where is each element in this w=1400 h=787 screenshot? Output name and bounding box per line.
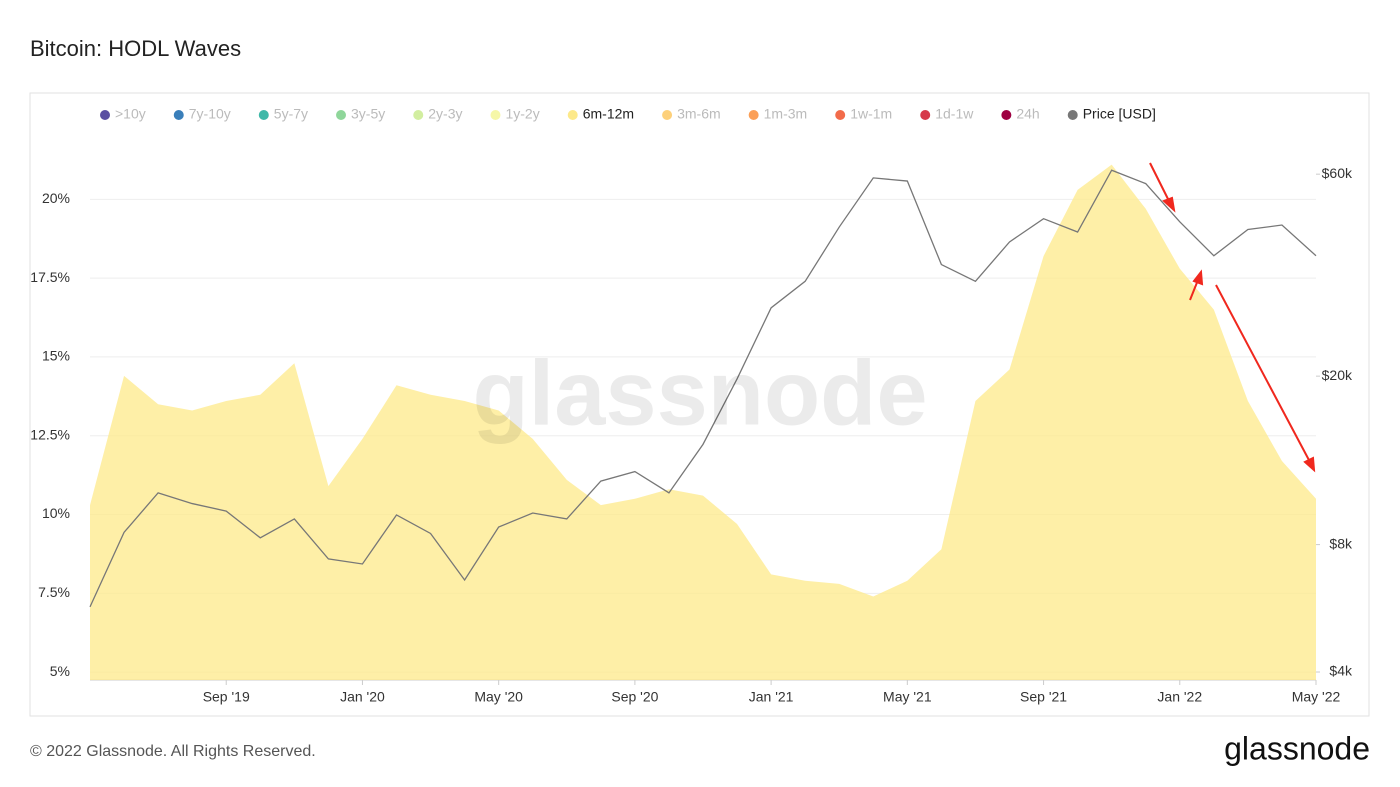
legend-label: 3y-5y (351, 106, 385, 122)
legend: >10y 7y-10y 5y-7y 3y-5y 2y-3y 1y-2y 6m-12m 3m-6… (100, 106, 1156, 122)
y-tick-label: 20% (42, 190, 70, 206)
y2-tick-label: $60k (1322, 165, 1353, 181)
x-tick-label: Jan '21 (749, 689, 794, 705)
watermark: glassnode (472, 342, 927, 444)
legend-label: 3m-6m (677, 106, 721, 122)
x-tick-label: Sep '20 (611, 689, 658, 705)
legend-label: 5y-7y (274, 106, 308, 122)
legend-label: 1y-2y (505, 106, 539, 122)
legend-marker (835, 110, 846, 120)
legend-label: Price [USD] (1083, 106, 1156, 122)
legend-label: 7y-10y (189, 106, 231, 122)
y-tick-label: 17.5% (30, 269, 70, 285)
price-line (89, 169, 1317, 608)
y-tick-label: 12.5% (30, 426, 70, 442)
legend-label: >10y (115, 106, 146, 122)
x-tick-label: May '22 (1292, 689, 1341, 705)
x-tick-label: May '21 (883, 689, 932, 705)
legend-marker (1067, 110, 1078, 120)
y2-tick-label: $20k (1322, 367, 1353, 383)
y-tick-label: 15% (42, 348, 70, 364)
copyright: © 2022 Glassnode. All Rights Reserved. (30, 743, 316, 760)
legend-marker (100, 110, 110, 120)
brand-logo: glassnode (1224, 730, 1370, 766)
legend-label: 6m-12m (583, 106, 634, 122)
y-tick-label: 5% (50, 663, 70, 679)
legend-marker (567, 110, 578, 120)
arrow-head (1162, 196, 1176, 213)
chart-title: Bitcoin: HODL Waves (30, 36, 241, 61)
legend-marker (920, 110, 931, 120)
x-tick-label: Sep '19 (203, 689, 250, 705)
legend-marker (1001, 110, 1012, 120)
x-tick-label: Jan '20 (340, 689, 385, 705)
legend-marker (258, 110, 269, 120)
arrow (1215, 284, 1311, 463)
arrow (1149, 162, 1171, 204)
y-tick-label: 7.5% (38, 584, 70, 600)
legend-marker (662, 110, 673, 120)
legend-label: 1m-3m (764, 106, 808, 122)
legend-label: 1d-1w (935, 106, 974, 122)
legend-marker (173, 110, 184, 120)
y-tick-label: 10% (42, 505, 70, 521)
legend-label: 1w-1m (850, 106, 892, 122)
legend-label: 2y-3y (428, 106, 462, 122)
legend-marker (413, 110, 424, 120)
legend-label: 24h (1016, 106, 1039, 122)
annotation-arrows (1149, 162, 1316, 473)
legend-marker (748, 110, 759, 120)
arrow (1189, 279, 1199, 301)
arrow-head (1303, 456, 1316, 473)
arrow-head (1192, 269, 1204, 286)
x-tick-label: Sep '21 (1020, 689, 1067, 705)
y2-tick-label: $4k (1329, 663, 1353, 679)
legend-marker (490, 110, 501, 120)
y2-tick-label: $8k (1329, 535, 1353, 551)
x-tick-label: Jan '22 (1157, 689, 1202, 705)
area (90, 164, 1316, 681)
plot: 5% 7.5% 10% 12.5% 15% 17.5% 20% $4k $8k $20k $60k S… (30, 106, 1353, 705)
x-tick-label: May '20 (474, 689, 523, 705)
legend-marker (336, 110, 347, 120)
